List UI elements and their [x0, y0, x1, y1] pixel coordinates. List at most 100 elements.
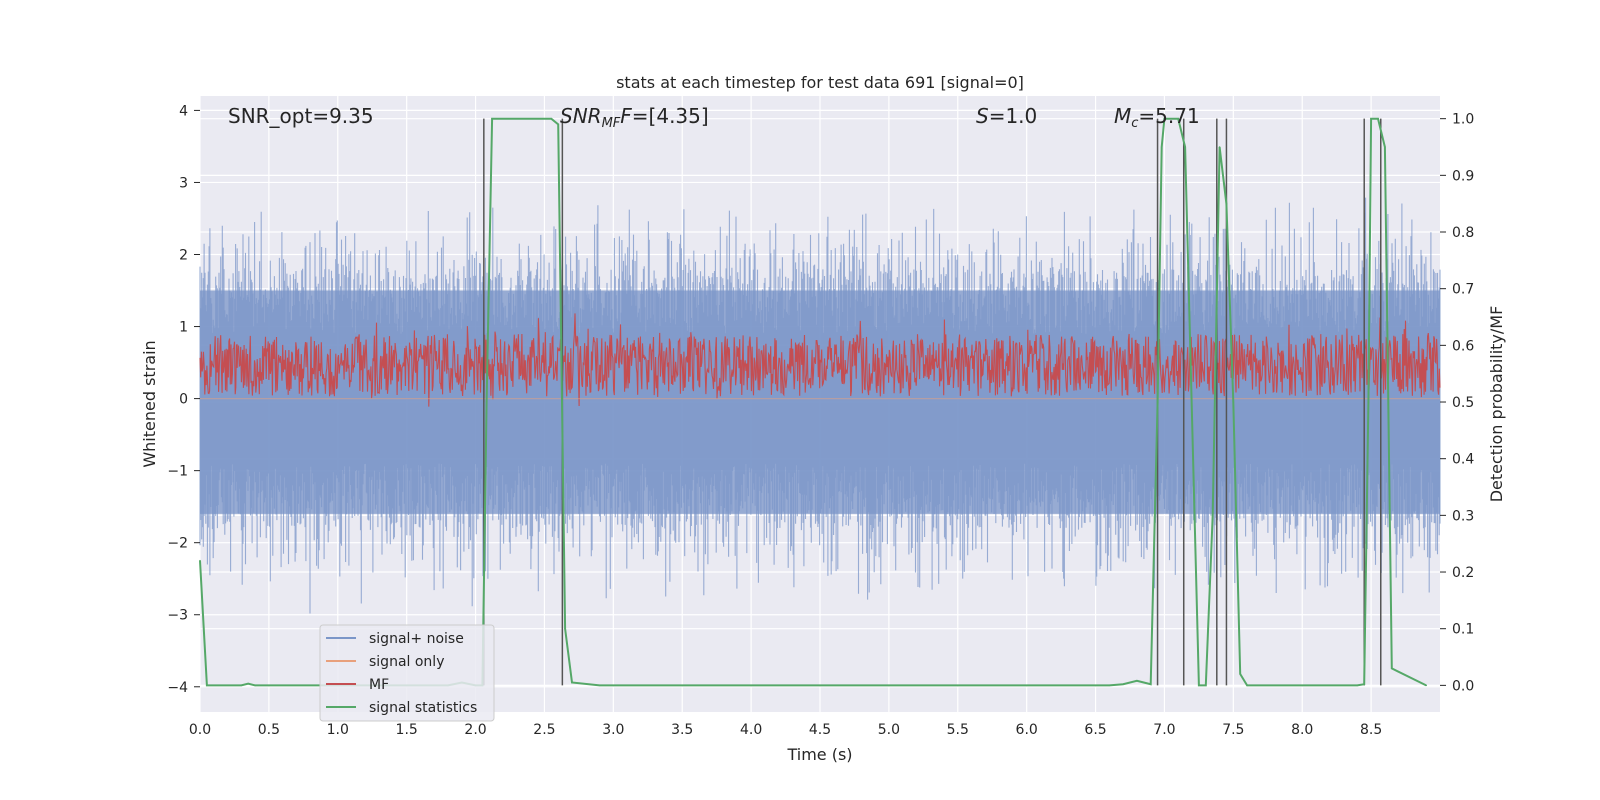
- point-signal-statistics-11: [550, 117, 553, 120]
- x-tick-label-0.5: 0.5: [258, 722, 280, 738]
- y2-tick-labels: 0.0 0.1 0.2 0.3 0.4 0.5 0.6 0.7 0.8 0.9 1.0: [1440, 112, 1474, 694]
- point-signal-statistics-39: [1390, 667, 1393, 670]
- y2-tick-label-0.2: 0.2: [1452, 565, 1474, 581]
- y2-tick-label-0.9: 0.9: [1452, 168, 1474, 184]
- legend-label-signal-statistics: signal statistics: [369, 700, 477, 716]
- annotation-mc-sub: c: [1131, 116, 1138, 131]
- point-signal-statistics-31: [1239, 673, 1242, 675]
- x-tick-label-1.5: 1.5: [396, 722, 418, 738]
- y-tick-label--2: −2: [167, 536, 188, 552]
- x-tick-label-8.5: 8.5: [1360, 722, 1382, 738]
- point-signal-statistics-14: [571, 681, 573, 684]
- point-signal-statistics-24: [1184, 146, 1186, 148]
- y2-tick-label-0.7: 0.7: [1452, 282, 1474, 298]
- point-signal-statistics-36: [1370, 117, 1372, 120]
- point-signal-statistics-13: [564, 627, 566, 630]
- point-signal-statistics-0: [199, 559, 201, 562]
- point-signal-statistics-29: [1225, 202, 1228, 205]
- legend-label-noise: signal+ noise: [369, 631, 464, 647]
- point-signal-statistics-35: [1367, 401, 1370, 403]
- legend-box: [319, 624, 495, 722]
- point-signal-statistics-19: [1149, 683, 1152, 686]
- y2-tick-label-0.6: 0.6: [1452, 338, 1474, 354]
- point-signal-statistics-40: [1425, 684, 1428, 687]
- annotation-snr-opt: SNR_opt=9.35: [228, 104, 374, 128]
- annotation-snr-mf: SNRMFF=[4.35]: [560, 104, 709, 131]
- point-signal-statistics-15: [598, 684, 601, 687]
- annotation-snr-mf-value: =[4.35]: [632, 104, 709, 128]
- point-signal-statistics-16: [1108, 684, 1111, 687]
- point-signal-statistics-34: [1363, 683, 1366, 686]
- x-tick-label-5.0: 5.0: [878, 722, 900, 738]
- y-tick-label-2: 2: [179, 248, 188, 264]
- annotation-snr-mf-main: SNR: [560, 104, 602, 128]
- point-signal-statistics-21: [1160, 146, 1163, 148]
- series-band-signal-noise: [200, 290, 1440, 514]
- x-tick-label-7.0: 7.0: [1153, 722, 1175, 738]
- point-signal-statistics-1: [206, 684, 208, 687]
- point-signal-statistics-26: [1204, 684, 1207, 687]
- annotation-s-main: S: [976, 104, 989, 128]
- x-tick-label-6.5: 6.5: [1084, 722, 1106, 738]
- y-tick-label-1: 1: [179, 320, 188, 336]
- y-tick-label--3: −3: [167, 608, 188, 624]
- x-tick-label-1.0: 1.0: [327, 722, 349, 738]
- point-signal-statistics-18: [1136, 680, 1138, 682]
- point-signal-statistics-3: [247, 682, 250, 685]
- x-tick-label-2.5: 2.5: [533, 722, 555, 738]
- annotation-s: S=1.0: [976, 104, 1037, 128]
- x-tick-label-3.5: 3.5: [671, 722, 693, 738]
- y-tick-label-4: 4: [179, 103, 188, 119]
- x-tick-label-0.0: 0.0: [189, 722, 211, 738]
- y2-tick-label-0.5: 0.5: [1452, 395, 1474, 411]
- point-signal-statistics-12: [557, 123, 560, 126]
- legend-label-signal-only: signal only: [369, 654, 444, 670]
- chart-title: stats at each timestep for test data 691…: [616, 73, 1024, 92]
- legend-label-mf: MF: [369, 677, 389, 693]
- point-signal-statistics-10: [491, 117, 493, 120]
- point-signal-statistics-4: [254, 684, 256, 687]
- y2-axis-label: Detection probability/MF: [1487, 306, 1506, 503]
- point-signal-statistics-20: [1156, 401, 1159, 403]
- point-signal-statistics-17: [1122, 683, 1124, 686]
- point-signal-statistics-27: [1211, 514, 1214, 517]
- point-signal-statistics-28: [1218, 146, 1221, 148]
- annotation-mc-main: M: [1114, 104, 1131, 128]
- point-signal-statistics-38: [1384, 146, 1386, 148]
- point-signal-statistics-2: [240, 684, 243, 687]
- point-signal-statistics-30: [1232, 401, 1235, 403]
- x-tick-label-8.0: 8.0: [1291, 722, 1313, 738]
- y2-tick-label-0.0: 0.0: [1452, 678, 1474, 694]
- x-tick-label-7.5: 7.5: [1222, 722, 1244, 738]
- y2-tick-label-0.4: 0.4: [1452, 452, 1474, 468]
- y-tick-label--1: −1: [167, 464, 188, 480]
- point-signal-statistics-33: [1356, 684, 1359, 687]
- x-tick-label-3.0: 3.0: [602, 722, 624, 738]
- x-axis-label: Time (s): [786, 745, 852, 764]
- x-tick-label-2.0: 2.0: [464, 722, 486, 738]
- point-signal-statistics-32: [1246, 684, 1248, 687]
- y2-tick-label-0.3: 0.3: [1452, 508, 1474, 524]
- y-tick-label-3: 3: [179, 175, 188, 191]
- annotation-mc-value: =5.71: [1138, 104, 1199, 128]
- x-tick-label-5.5: 5.5: [947, 722, 969, 738]
- annotation-mc: Mc=5.71: [1114, 104, 1200, 131]
- y2-tick-label-1.0: 1.0: [1452, 112, 1474, 128]
- x-tick-label-6.0: 6.0: [1016, 722, 1038, 738]
- annotation-s-value: =1.0: [989, 104, 1038, 128]
- point-signal-statistics-25: [1198, 684, 1200, 687]
- point-signal-statistics-23: [1177, 117, 1180, 120]
- y-tick-labels: −4 −3 −2 −1 0 1 2 3 4: [167, 103, 200, 696]
- y-tick-label--4: −4: [167, 680, 188, 696]
- y2-tick-label-0.1: 0.1: [1452, 622, 1474, 638]
- point-signal-statistics-22: [1163, 117, 1166, 120]
- y-tick-label-0: 0: [179, 392, 188, 408]
- legend: signal+ noise signal only MF signal stat…: [319, 624, 495, 722]
- x-tick-labels: 0.0 0.5 1.0 1.5 2.0 2.5 3.0 3.5 4.0 4.5 5.0 5.5 6.0 6…: [189, 722, 1382, 738]
- x-tick-label-4.5: 4.5: [809, 722, 831, 738]
- y-axis-label: Whitened strain: [140, 340, 159, 467]
- point-signal-statistics-37: [1377, 117, 1379, 120]
- x-tick-label-4.0: 4.0: [740, 722, 762, 738]
- point-signal-statistics-9: [485, 401, 488, 403]
- y2-tick-label-0.8: 0.8: [1452, 225, 1474, 241]
